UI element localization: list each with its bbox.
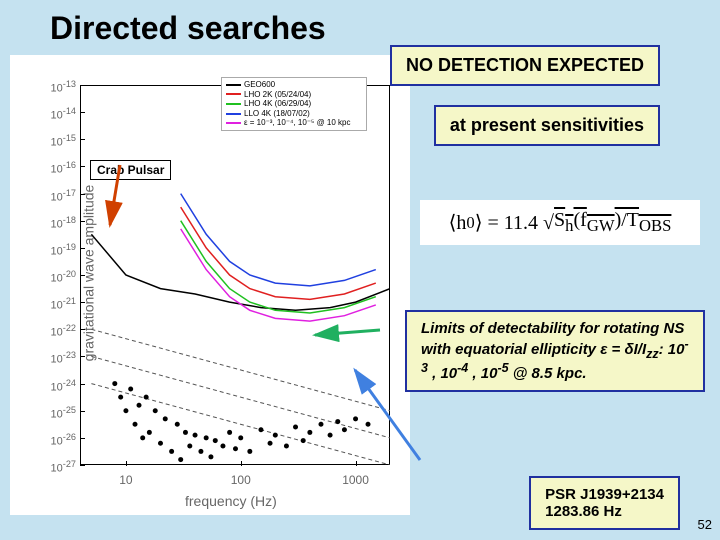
psr-name: PSR J1939+2134 [545,486,664,503]
y-tick: 10-18 [32,215,76,231]
x-axis-label: frequency (Hz) [185,493,277,509]
y-tick: 10-23 [32,350,76,366]
no-detection-box: NO DETECTION EXPECTED [390,45,660,86]
crab-pulsar-label: Crab Pulsar [90,160,171,180]
y-tick: 10-20 [32,269,76,285]
legend-row: LLO 4K (18/07/02) [226,109,362,119]
limits-box: Limits of detectability for rotating NS … [405,310,705,392]
y-tick: 10-24 [32,378,76,394]
chart-svg [80,85,390,465]
y-tick: 10-27 [32,459,76,475]
y-tick: 10-14 [32,106,76,122]
legend-row: LHO 4K (06/29/04) [226,99,362,109]
y-tick: 10-19 [32,242,76,258]
sensitivities-box: at present sensitivities [434,105,660,146]
legend-row: GEO600 [226,80,362,90]
psr-box: PSR J1939+2134 1283.86 Hz [529,476,680,530]
y-tick: 10-17 [32,188,76,204]
y-tick: 10-15 [32,133,76,149]
legend: GEO600LHO 2K (05/24/04)LHO 4K (06/29/04)… [221,77,367,131]
y-tick: 10-22 [32,323,76,339]
legend-row: LHO 2K (05/24/04) [226,90,362,100]
legend-row: ε = 10⁻³, 10⁻⁴, 10⁻⁵ @ 10 kpc [226,118,362,128]
y-tick: 10-26 [32,432,76,448]
x-tick: 1000 [342,473,369,487]
slide-number: 52 [698,517,712,532]
psr-freq: 1283.86 Hz [545,503,664,520]
page-title: Directed searches [50,10,326,47]
y-tick: 10-21 [32,296,76,312]
y-tick: 10-25 [32,405,76,421]
y-tick: 10-13 [32,79,76,95]
formula: ⟨h0⟩ = 11.4 √Sh(fGW)/TOBS [420,200,700,245]
x-tick: 100 [231,473,251,487]
y-tick: 10-16 [32,160,76,176]
x-tick: 10 [119,473,132,487]
